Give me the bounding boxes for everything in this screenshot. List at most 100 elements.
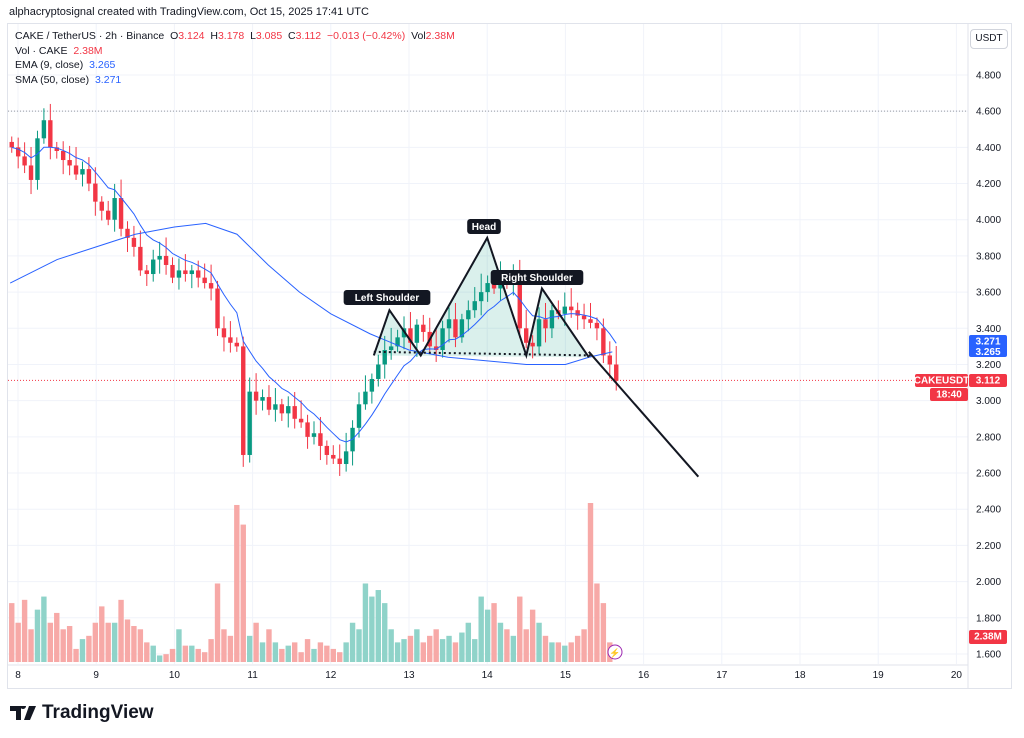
candle [305,422,310,437]
volume-bar [362,583,369,662]
candle [112,198,117,220]
sma-label: SMA (50, close) [15,73,90,86]
candle [588,319,593,323]
candle [421,324,426,332]
volume-bar [472,639,478,662]
volume-bar [459,632,465,662]
volume-bar [497,622,504,662]
volume-bar [517,596,523,662]
volume-bar [401,639,407,662]
head-label-text: Head [472,222,496,233]
x-tick-label: 13 [403,670,415,681]
x-tick-label: 8 [15,670,21,681]
volume-indicator-row[interactable]: Vol · CAKE 2.38M [15,44,455,59]
candle [221,328,227,338]
symbol-badge: CAKEUSDT [914,374,969,387]
volume-bar [60,629,66,662]
volume-bar [356,629,362,662]
candle [440,328,445,351]
volume-bar [156,655,163,662]
volume-bar [523,629,529,662]
volume-bar [201,652,208,662]
current-price-badge-bg [969,374,1007,387]
volume-bar [86,635,92,662]
symbol-label[interactable]: CAKE / TetherUS · 2h · Binance [15,30,165,42]
x-tick-label: 12 [325,670,337,681]
volume-bar [446,635,452,662]
currency-button[interactable]: USDT [970,29,1008,49]
x-tick-label: 9 [93,670,99,681]
candle [28,165,34,180]
ema-indicator-row[interactable]: EMA (9, close) 3.265 [15,58,455,73]
candle [569,306,574,311]
volume-bar [131,626,137,662]
candle [106,210,111,220]
y-tick-label: 4.800 [976,70,1001,81]
volume-bar [452,642,459,662]
lightning-icon [607,644,623,660]
volume-bar [111,622,118,662]
volume-bar [266,629,272,662]
candle [376,364,381,379]
y-tick-label: 2.000 [976,577,1001,588]
volume-bar [388,629,394,662]
volume-bar [549,642,555,662]
volume-bar [144,642,150,662]
left-shoulder-label-box [343,290,431,305]
candle [196,270,201,278]
tradingview-logo: TradingView [10,702,154,724]
volume-bar [330,648,336,662]
volume-bar [118,599,124,662]
candle [614,364,619,381]
volume-bar [279,648,285,662]
volume-bar [169,648,176,662]
volume-bar [574,635,581,662]
volume-bar [568,642,574,662]
volume-bar [182,645,189,662]
low-label: L [250,30,256,42]
volume-bar [587,503,594,662]
vol-label: Vol [411,30,426,42]
candle [311,433,317,437]
ma-price-badge-text: 3.265 [975,347,1000,358]
ma-price-badge-bg [969,335,1007,357]
candle [144,270,149,275]
candle [298,418,304,423]
candle [594,322,600,329]
sma-indicator-row[interactable]: SMA (50, close) 3.271 [15,73,455,88]
candle [286,406,291,414]
volume-bar [427,635,433,662]
volume-bar [150,645,156,662]
y-tick-label: 4.400 [976,143,1001,154]
candle [536,319,542,347]
candle [543,319,548,329]
candle [466,310,471,320]
candle [15,147,21,157]
candle [530,342,535,347]
candle [575,310,580,316]
low-value: 3.085 [255,30,283,42]
volume-bar [124,619,131,662]
current-price-badge-text: 3.112 [976,376,1001,387]
volume-bar [221,629,227,662]
x-tick-label: 19 [873,670,885,681]
candle [517,274,522,329]
volume-bar [491,603,497,662]
candle [35,138,40,180]
ema-line [11,146,617,443]
volume-bar [291,642,298,662]
volume-bar [414,629,420,662]
ema-value: 3.265 [89,59,116,71]
candle [60,150,66,161]
close-value: 3.112 [295,30,322,42]
x-tick-label: 11 [247,670,258,681]
vol-value: 2.38M [425,30,455,42]
candle [215,288,220,329]
head-shoulders-pattern [372,235,590,360]
candle [176,270,182,278]
x-tick-label: 20 [951,670,963,681]
volume-bar [15,622,21,662]
candle [86,169,92,184]
open-label: O [170,30,179,42]
